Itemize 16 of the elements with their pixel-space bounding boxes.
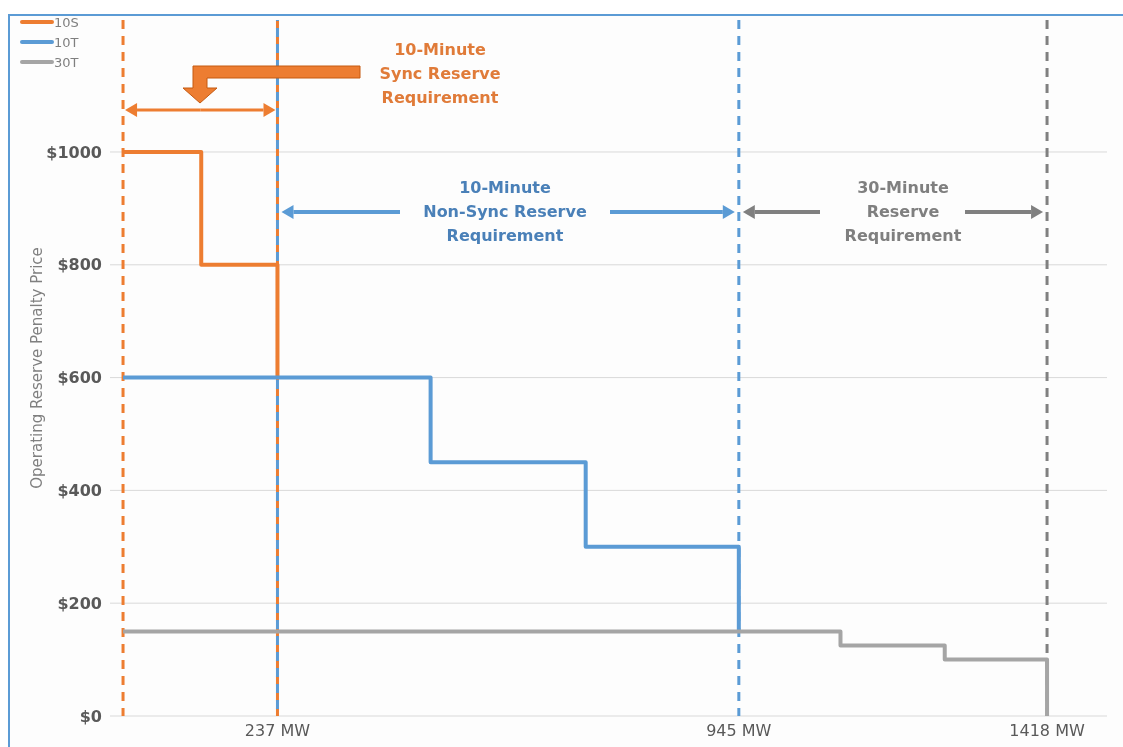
x-tick-label: 1418 MW: [1009, 720, 1085, 740]
legend-label: 30T: [54, 54, 79, 70]
y-tick-label: $1000: [46, 142, 102, 162]
y-tick-label: $400: [57, 480, 102, 500]
legend-label: 10T: [54, 34, 79, 50]
annotation: 10-Minute Non-Sync Reserve Requirement: [423, 177, 587, 245]
y-axis-title: Operating Reserve Penalty Price: [28, 247, 46, 489]
y-tick-label: $600: [57, 368, 102, 388]
x-tick-label: 945 MW: [706, 720, 772, 740]
legend-label: 10S: [54, 14, 79, 30]
y-tick-label: $200: [57, 593, 102, 613]
annotation: 30-Minute Reserve Requirement: [844, 177, 962, 245]
y-tick-label: $0: [79, 706, 102, 726]
y-tick-label: $800: [57, 255, 102, 275]
x-tick-label: 237 MW: [244, 720, 311, 740]
annotation: 10-Minute Sync Reserve Requirement: [379, 39, 501, 107]
